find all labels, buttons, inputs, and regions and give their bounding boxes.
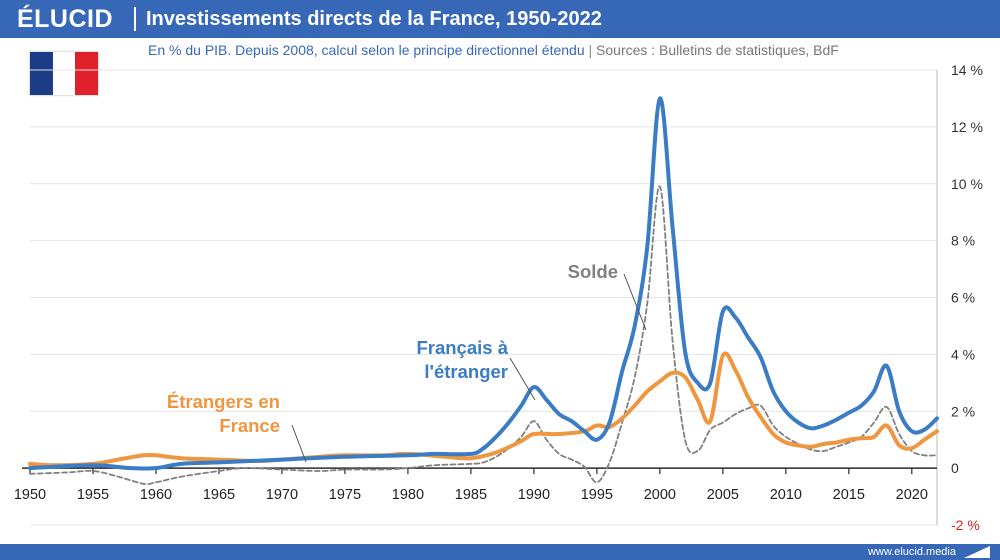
x-tick-label: 1990 [518,487,550,503]
y-tick-label: -2 % [951,517,980,533]
series-label-francais-etranger: Français à [416,337,508,358]
subtitle-main: En % du PIB. Depuis 2008, calcul selon l… [148,42,585,58]
elucid-logo[interactable]: ÉLUCID [16,5,114,33]
series-label-solde: Solde [568,261,618,282]
x-tick-label: 1965 [203,487,235,503]
chart-title: Investissements directs de la France, 19… [146,8,602,30]
series-line-francais-etranger [28,96,939,471]
france-flag-icon [30,52,99,95]
series-lines [28,96,939,486]
y-tick-label: 8 % [951,233,975,249]
footer-url[interactable]: www.elucid.media [867,546,956,558]
x-tick-label: 1970 [266,487,298,503]
y-tick-label: 6 % [951,290,975,306]
x-tick-label: 2000 [644,487,676,503]
flag-stripe-red [75,52,99,95]
series-labels: Français à l'étranger Étrangers en France So… [167,261,647,463]
x-tick-label: 2020 [896,487,928,503]
y-tick-label: 0 [951,460,959,476]
x-tick-label: 1995 [581,487,613,503]
series-label-etrangers-france: Étrangers en [167,391,280,412]
subtitle-separator: | [588,42,593,58]
grid-lines [30,69,937,526]
series-label-etrangers-france: France [219,415,280,436]
leader-line-etrangers-france [291,424,307,463]
x-tick-label: 1980 [392,487,424,503]
footer-bar: www.elucid.media [0,544,1000,560]
y-tick-label: 4 % [951,346,975,362]
series-line-solde [29,185,938,486]
chart-subtitle: En % du PIB. Depuis 2008, calcul selon l… [148,42,839,58]
y-tick-label: 2 % [951,403,975,419]
y-tick-label: 12 % [951,119,983,135]
y-tick-label: 14 % [951,62,983,78]
elucid-mark-icon [964,546,990,558]
x-tick-label: 2015 [833,487,865,503]
subtitle-sources: Sources : Bulletins de statistiques, BdF [596,42,839,58]
axes: 14 % 12 % 10 % 8 % 6 % 4 % 2 % 0 -2 % 1950 1955 196… [14,62,983,533]
x-tick-label: 1960 [140,487,172,503]
series-label-francais-etranger: l'étranger [424,361,508,382]
x-tick-label: 1975 [329,487,361,503]
x-tick-label: 2010 [770,487,802,503]
x-tick-label: 2005 [707,487,739,503]
leader-line-solde [623,273,647,331]
flag-stripe-white [52,52,76,95]
header-bar: ÉLUCID Investissements directs de la Fra… [0,0,1000,38]
x-tick-label: 1955 [77,487,109,503]
y-tick-label: 10 % [951,176,983,192]
x-tick-label: 1985 [455,487,487,503]
header-divider [134,7,136,31]
flag-stripe-blue [30,52,53,95]
leader-line-francais-etranger [509,357,536,401]
x-tick-label: 1950 [14,487,46,503]
